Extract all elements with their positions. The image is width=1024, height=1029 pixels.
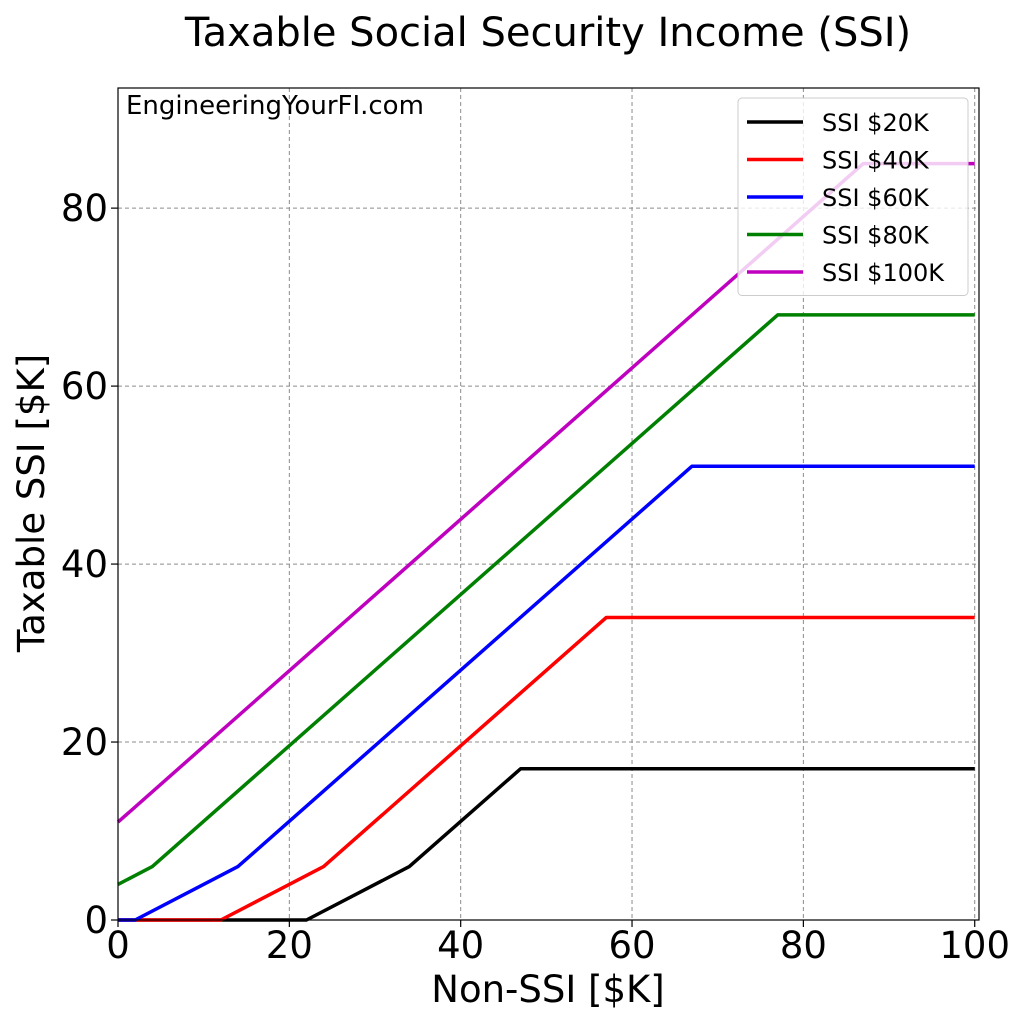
series-line-4 [117, 313, 975, 886]
watermark-annotation: EngineeringYourFI.com [126, 91, 424, 121]
legend-label: SSI $80K [822, 222, 930, 250]
x-tick-label: 20 [266, 924, 313, 967]
x-tick-label: 100 [939, 924, 1010, 967]
legend-label: SSI $60K [822, 184, 930, 212]
y-tick-label: 0 [84, 899, 108, 942]
series-line-1 [118, 766, 975, 922]
x-tick-label: 0 [106, 924, 130, 967]
x-tick-label: 80 [780, 924, 827, 967]
y-tick-label: 60 [61, 365, 108, 408]
y-tick-label: 20 [61, 721, 108, 764]
legend-label: SSI $20K [822, 109, 930, 137]
x-tick-label: 60 [608, 924, 655, 967]
ticks: 0 20 40 60 80 100 0 20 40 60 80 [61, 187, 1010, 967]
legend-label: SSI $40K [822, 147, 930, 175]
chart-title: Taxable Social Security Income (SSI) [184, 10, 911, 56]
y-tick-label: 40 [61, 543, 108, 586]
x-tick-label: 40 [437, 924, 484, 967]
legend-label: SSI $100K [822, 259, 945, 287]
x-axis-label: Non-SSI [$K] [431, 968, 664, 1011]
legend-box [737, 97, 969, 296]
y-tick-label: 80 [61, 187, 108, 230]
legend: SSI $20K SSI $40K SSI $60K SSI $80K SSI $100… [737, 97, 969, 296]
series-line-3 [118, 464, 975, 922]
plot-frame [117, 87, 980, 921]
y-axis-label: Taxable SSI [$K] [10, 354, 53, 653]
